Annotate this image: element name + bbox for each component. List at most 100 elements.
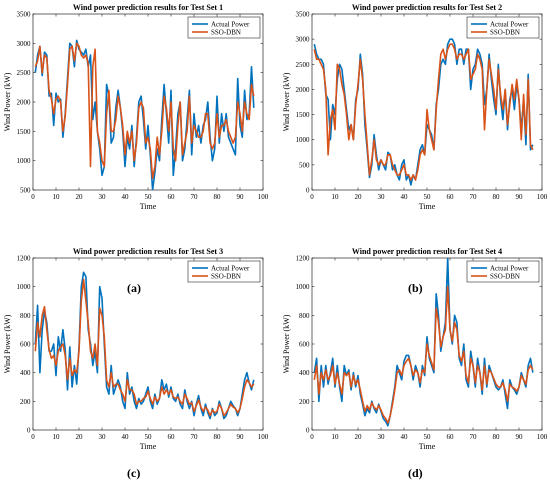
series-group (313, 258, 534, 427)
y-tick-label: 2000 (17, 99, 32, 107)
y-tick-label: 0 (306, 427, 310, 435)
x-tick-label: 50 (424, 193, 432, 201)
caption-b: (b) (408, 281, 423, 295)
series-group (34, 39, 255, 190)
plot-frame (32, 13, 264, 191)
chart-title: Wind power prediction results for Test S… (352, 3, 502, 12)
x-tick-label: 20 (355, 433, 363, 441)
x-tick-label: 0 (31, 193, 35, 201)
y-axis-label: Wind Power (kW) (282, 72, 291, 131)
x-tick-label: 70 (191, 433, 199, 441)
y-tick-label: 3000 (296, 36, 311, 44)
x-tick-label: 30 (99, 193, 107, 201)
chart-title: Wind power prediction results for Test S… (352, 247, 502, 256)
chart-title: Wind power prediction results for Test S… (73, 247, 223, 256)
y-tick-label: 1200 (296, 255, 311, 263)
series-line-predicted (34, 42, 255, 180)
x-tick-label: 80 (493, 193, 501, 201)
y-tick-label: 1000 (17, 283, 32, 291)
series-line-predicted (34, 278, 255, 417)
x-tick-label: 70 (470, 193, 478, 201)
y-tick-label: 400 (299, 369, 310, 377)
y-tick-label: 600 (299, 341, 310, 349)
legend-label: Actual Power (490, 21, 529, 29)
x-tick-label: 50 (145, 193, 153, 201)
x-axis-label: Time (419, 442, 436, 451)
chart-title: Wind power prediction results for Test S… (73, 3, 223, 12)
chart-a: Wind power prediction results for Test S… (3, 3, 269, 211)
y-tick-label: 200 (20, 398, 31, 406)
x-tick-label: 60 (447, 433, 455, 441)
x-tick-label: 60 (168, 193, 176, 201)
y-tick-label: 800 (299, 312, 310, 320)
y-axis-label: Wind Power (kW) (3, 72, 12, 131)
y-tick-label: 600 (20, 341, 31, 349)
caption-a: (a) (127, 281, 141, 295)
x-tick-label: 80 (493, 433, 501, 441)
x-tick-label: 0 (31, 433, 35, 441)
y-tick-label: 1000 (296, 136, 311, 144)
x-tick-label: 90 (516, 193, 524, 201)
y-axis-label: Wind Power (kW) (3, 314, 12, 373)
x-tick-label: 10 (53, 433, 61, 441)
x-tick-label: 0 (310, 193, 314, 201)
caption-c: (c) (127, 466, 141, 480)
plot-frame (32, 257, 264, 431)
legend-label: SSO-DBN (490, 273, 520, 281)
x-tick-label: 20 (76, 433, 84, 441)
x-tick-label: 50 (424, 433, 432, 441)
x-tick-label: 40 (122, 193, 130, 201)
y-tick-label: 0 (306, 187, 310, 195)
x-tick-label: 30 (99, 433, 107, 441)
y-tick-label: 200 (299, 398, 310, 406)
y-tick-label: 800 (20, 312, 31, 320)
x-tick-label: 0 (310, 433, 314, 441)
caption-d: (d) (408, 466, 423, 480)
x-tick-label: 100 (258, 433, 269, 441)
legend-label: Actual Power (490, 265, 529, 273)
chart-b: Wind power prediction results for Test S… (282, 3, 548, 211)
y-tick-label: 3000 (17, 40, 32, 48)
y-tick-label: 2500 (17, 69, 32, 77)
series-line-predicted (313, 285, 534, 424)
y-tick-label: 400 (20, 369, 31, 377)
x-axis-label: Time (140, 202, 157, 211)
x-tick-label: 20 (76, 193, 84, 201)
x-tick-label: 80 (214, 433, 222, 441)
y-tick-label: 2000 (296, 86, 311, 94)
x-tick-label: 10 (332, 193, 340, 201)
legend-label: Actual Power (211, 21, 250, 29)
x-tick-label: 40 (122, 433, 130, 441)
x-axis-label: Time (140, 442, 157, 451)
series-group (313, 38, 534, 186)
x-tick-label: 40 (401, 433, 409, 441)
y-tick-label: 500 (299, 161, 310, 169)
x-tick-label: 40 (401, 193, 409, 201)
x-tick-label: 60 (168, 433, 176, 441)
x-axis-label: Time (419, 202, 436, 211)
y-tick-label: 0 (27, 427, 31, 435)
x-tick-label: 90 (237, 193, 245, 201)
y-tick-label: 1000 (296, 283, 311, 291)
series-group (34, 271, 255, 420)
legend-label: SSO-DBN (211, 273, 241, 281)
x-tick-label: 100 (537, 193, 548, 201)
x-tick-label: 10 (332, 433, 340, 441)
x-tick-label: 90 (516, 433, 524, 441)
x-tick-label: 70 (470, 433, 478, 441)
x-tick-label: 60 (447, 193, 455, 201)
y-tick-label: 500 (20, 187, 31, 195)
x-tick-label: 100 (537, 433, 548, 441)
y-tick-label: 1500 (17, 128, 32, 136)
y-tick-label: 3500 (17, 11, 32, 19)
legend-label: SSO-DBN (211, 29, 241, 37)
x-tick-label: 50 (145, 433, 153, 441)
y-tick-label: 2500 (296, 61, 311, 69)
x-tick-label: 70 (191, 193, 199, 201)
x-tick-label: 80 (214, 193, 222, 201)
y-tick-label: 3500 (296, 11, 311, 19)
x-tick-label: 10 (53, 193, 61, 201)
